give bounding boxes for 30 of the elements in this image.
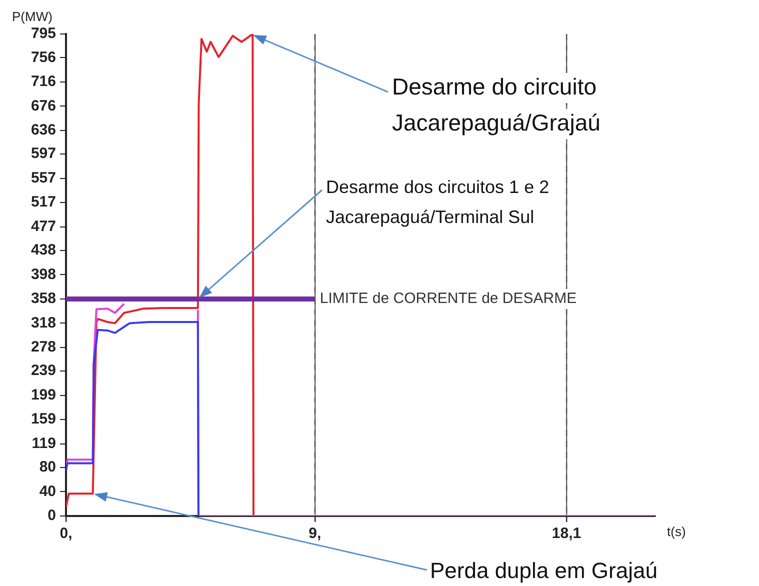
- y-tick-label: 557: [30, 169, 56, 186]
- y-tick-label: 0: [48, 507, 56, 524]
- y-tick-label: 278: [30, 338, 56, 356]
- y-tick-label: 597: [30, 145, 56, 162]
- x-tick-label: 0,: [60, 525, 72, 542]
- y-tick-label: 40: [39, 482, 56, 500]
- y-tick-label: 636: [30, 122, 56, 139]
- text: Perda dupla em Grajaú: [430, 558, 658, 584]
- y-tick-label: 80: [39, 458, 56, 476]
- y-tick-label: 398: [30, 266, 56, 283]
- y-tick-label: 318: [30, 314, 56, 332]
- x-tick-label: 18,1: [552, 525, 582, 542]
- y-tick-label: 199: [30, 386, 56, 404]
- annotation: Desarme dos circuitos 1 e 2 Jacarepaguá/Terminal Sul: [326, 176, 550, 227]
- y-tick-label: 795: [30, 25, 56, 42]
- y-tick-label: 716: [30, 73, 56, 90]
- y-tick-label: 756: [30, 48, 56, 66]
- y-tick-label: 358: [30, 290, 56, 308]
- y-tick-label: 477: [30, 218, 56, 235]
- y-tick-label: 438: [30, 242, 56, 259]
- x-tick-label: 9,: [308, 525, 322, 542]
- y-tick-label: 676: [30, 97, 56, 114]
- y-tick-label: 159: [30, 410, 56, 428]
- y-tick-label: 239: [30, 362, 56, 380]
- annotation: Desarme do circuito Jacarepaguá/Grajaú: [392, 73, 600, 136]
- series-label: LIMITE de CORRENTE de DESARME: [320, 290, 577, 308]
- y-tick-label: 119: [32, 434, 56, 452]
- x-axis-title: t(s): [667, 524, 686, 540]
- y-tick-label: 517: [30, 194, 56, 211]
- y-axis-title: P(MW): [12, 9, 52, 24]
